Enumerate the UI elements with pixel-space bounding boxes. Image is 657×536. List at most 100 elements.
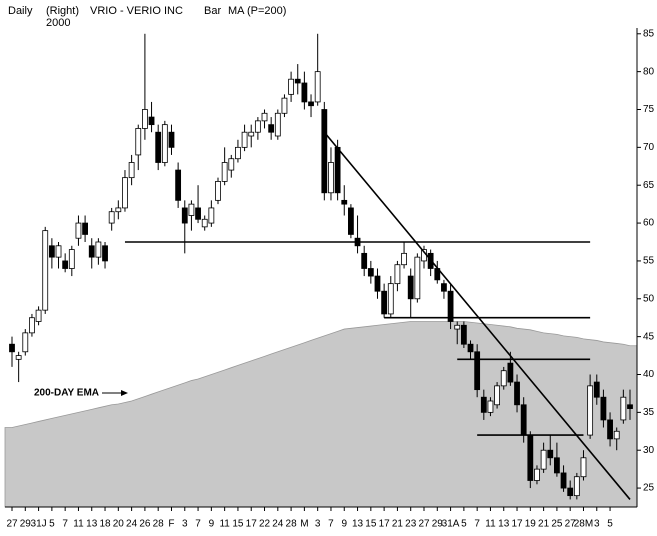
candle-body [161,124,168,163]
candle-body [447,290,454,322]
x-tick-label: 7 [474,519,480,530]
candle-body [467,343,474,353]
candle-body [301,82,308,103]
y-tick-label: 75 [643,104,655,115]
axis-side: (Right) [46,5,79,17]
y-tick-label: 50 [643,293,655,304]
candle-body [175,169,182,201]
x-tick-label: 17 [246,519,258,530]
x-tick-label: 3 [315,519,321,530]
x-tick-label: 11 [73,519,84,530]
x-tick-label: 3 [594,519,600,530]
y-tick-label: 30 [643,445,655,456]
candle-body [88,245,95,258]
x-tick-label: 29 [20,519,32,530]
x-tick-label: 31J [31,519,47,530]
y-tick-label: 80 [643,66,655,77]
ema-arrowhead [121,390,128,396]
x-tick-label: 18 [99,519,111,530]
x-tick-label: 28 [286,519,298,530]
candle-body [520,404,527,436]
candle-body [274,112,281,137]
candle-body [341,199,348,205]
x-tick-label: M [300,519,308,530]
x-tick-label: 25 [551,519,563,530]
x-tick-label: 31A [442,519,460,530]
x-tick-label: 17 [511,519,523,530]
ema-label: 200-DAY EMA [34,388,99,399]
candle-body [580,457,587,478]
candle-body [387,283,394,315]
x-tick-label: 5 [49,519,55,530]
y-tick-label: 35 [643,407,655,418]
candle-body [201,218,208,228]
candle-body [514,381,520,406]
candle-body [22,332,29,353]
candle-body [394,264,401,285]
candle-body [294,78,301,84]
candle-body [441,283,447,292]
candle-body [122,177,128,209]
candle-body [460,324,467,345]
candle-body [181,207,188,224]
chart-style: Bar [204,5,221,17]
candle-body [593,381,600,398]
candle-body [600,396,607,421]
candle-body [527,434,534,481]
y-tick-label: 55 [643,256,655,267]
y-tick-label: 85 [643,28,655,39]
x-tick-label: 13 [352,519,364,530]
candle-body [487,400,494,413]
candle-body [547,449,554,459]
x-tick-label: 17 [379,519,391,530]
candle-body [554,457,560,474]
candle-body [95,241,102,258]
y-tick-label: 25 [643,483,655,494]
candle-body [268,124,275,133]
x-tick-label: 5 [461,519,467,530]
year: 2000 [46,17,70,29]
candle-body [607,419,613,440]
candle-body [348,207,354,235]
candle-body [142,109,148,129]
x-tick-label: 9 [341,519,347,530]
x-tick-label: 27 [418,519,430,530]
candle-body [494,385,500,406]
candle-body [102,245,108,262]
candle-body [480,396,487,413]
candle-body [155,131,162,163]
y-tick-label: 60 [643,218,655,229]
candle-body [215,181,221,201]
x-tick-label: 7 [62,519,68,530]
x-tick-label: 21 [392,519,404,530]
candle-body [534,468,540,481]
candle-body [62,260,69,269]
x-tick-label: 11 [219,519,230,530]
x-tick-label: 28M [574,519,593,530]
candle-body [573,476,580,497]
x-tick-label: 22 [259,519,271,530]
candle-body [627,404,633,409]
candle-body [401,252,407,266]
indicator: MA (P=200) [228,5,286,17]
candle-body [188,203,195,216]
candle-body [587,385,594,436]
candle-body [135,128,142,156]
candle-body [241,131,248,148]
candle-body [308,101,314,107]
candle-body [168,131,175,148]
x-tick-label: 11 [485,519,496,530]
candle-body [500,370,507,387]
candle-body [374,275,381,292]
candle-body [361,252,368,269]
x-tick-label: 19 [525,519,537,530]
candle-body [288,78,294,95]
x-tick-label: 23 [405,519,417,530]
candle-body [75,222,82,239]
x-tick-label: 9 [209,519,215,530]
candle-body [560,472,567,489]
chart-title: VRIO - VERIO INC [90,5,183,17]
candle-body [474,351,481,391]
x-tick-label: 3 [182,519,188,530]
